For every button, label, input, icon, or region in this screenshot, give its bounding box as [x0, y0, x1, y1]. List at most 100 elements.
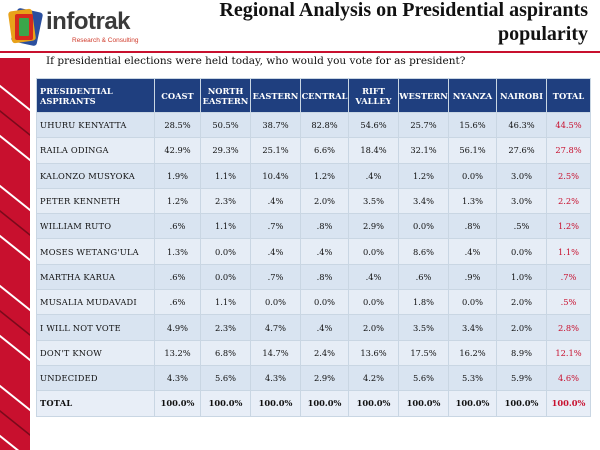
table-row: UNDECIDED 4.3% 5.6% 4.3% 2.9% 4.2% 5.6% 5.3% 5.9…	[36, 364, 591, 392]
table-row: KALONZO MUSYOKA 1.9% 1.1% 10.4% 1.2% .4% 1.2% 0…	[36, 162, 591, 189]
aspirant-name-cell: UNDECIDED	[36, 364, 155, 392]
aspirant-name-cell: MUSALIA MUDAVADI	[36, 289, 155, 316]
table-row: DON'T KNOW 13.2% 6.8% 14.7% 2.4% 13.6% 17.5% 16…	[36, 339, 591, 366]
column-header: CENTRAL	[300, 78, 349, 113]
column-header: NYANZA	[448, 78, 497, 113]
logo-mark-icon	[8, 8, 43, 46]
total-cell: .7%	[546, 263, 591, 291]
aspirant-name-cell: MOSES WETANG'ULA	[36, 238, 155, 265]
region-value-cell: 100.0%	[496, 390, 547, 417]
region-value-cell: 38.7%	[250, 111, 301, 139]
region-value-cell: 2.0%	[496, 314, 547, 341]
total-cell: 4.6%	[546, 364, 591, 392]
region-value-cell: 0.0%	[398, 213, 449, 240]
region-value-cell: 5.9%	[496, 364, 547, 392]
region-value-cell: 100.0%	[398, 390, 449, 417]
region-value-cell: .4%	[300, 238, 349, 265]
region-value-cell: 17.5%	[398, 339, 449, 366]
column-header: WESTERN	[398, 78, 449, 113]
region-value-cell: 2.0%	[496, 289, 547, 316]
region-value-cell: 4.2%	[348, 364, 399, 392]
region-value-cell: 54.6%	[348, 111, 399, 139]
region-value-cell: 0.0%	[250, 289, 301, 316]
table-row: PETER KENNETH 1.2% 2.3% .4% 2.0% 3.5% 3.4% 1.3%…	[36, 187, 591, 215]
region-value-cell: 3.0%	[496, 187, 547, 215]
region-value-cell: .8%	[300, 263, 349, 291]
region-value-cell: 100.0%	[250, 390, 301, 417]
region-value-cell: 8.6%	[398, 238, 449, 265]
region-value-cell: 2.9%	[348, 213, 399, 240]
aspirant-name-cell: TOTAL	[36, 390, 155, 417]
region-value-cell: 14.7%	[250, 339, 301, 366]
region-value-cell: 1.8%	[398, 289, 449, 316]
region-value-cell: 56.1%	[448, 137, 497, 164]
region-value-cell: 1.1%	[200, 289, 251, 316]
region-value-cell: 0.0%	[200, 263, 251, 291]
region-value-cell: 0.0%	[348, 238, 399, 265]
region-value-cell: .6%	[154, 289, 201, 316]
table-row: MUSALIA MUDAVADI .6% 1.1% 0.0% 0.0% 0.0% 1.8% 0…	[36, 289, 591, 316]
region-value-cell: .4%	[348, 263, 399, 291]
region-value-cell: 50.5%	[200, 111, 251, 139]
region-value-cell: 3.0%	[496, 162, 547, 189]
region-value-cell: 4.7%	[250, 314, 301, 341]
aspirant-name-cell: I WILL NOT VOTE	[36, 314, 155, 341]
total-cell: 2.2%	[546, 187, 591, 215]
region-value-cell: 1.3%	[448, 187, 497, 215]
region-value-cell: .7%	[250, 213, 301, 240]
header-divider	[0, 51, 600, 53]
region-value-cell: 0.0%	[348, 289, 399, 316]
region-value-cell: 2.0%	[348, 314, 399, 341]
region-value-cell: .7%	[250, 263, 301, 291]
total-cell: .5%	[546, 289, 591, 316]
region-value-cell: 3.5%	[348, 187, 399, 215]
region-value-cell: 2.0%	[300, 187, 349, 215]
region-value-cell: .4%	[300, 314, 349, 341]
table-row: WILLIAM RUTO .6% 1.1% .7% .8% 2.9% 0.0% .8% .5% 1…	[36, 213, 591, 240]
region-value-cell: 46.3%	[496, 111, 547, 139]
region-value-cell: 5.3%	[448, 364, 497, 392]
region-value-cell: 100.0%	[300, 390, 349, 417]
column-header: COAST	[154, 78, 201, 113]
region-value-cell: 6.8%	[200, 339, 251, 366]
region-value-cell: 18.4%	[348, 137, 399, 164]
aspirant-name-cell: RAILA ODINGA	[36, 137, 155, 164]
decorative-sidebar	[0, 58, 30, 450]
region-value-cell: 0.0%	[200, 238, 251, 265]
survey-question: If presidential elections were held toda…	[46, 55, 466, 67]
aspirant-name-cell: KALONZO MUSYOKA	[36, 162, 155, 189]
region-value-cell: 4.3%	[250, 364, 301, 392]
region-value-cell: 8.9%	[496, 339, 547, 366]
region-value-cell: 2.9%	[300, 364, 349, 392]
region-value-cell: 82.8%	[300, 111, 349, 139]
region-value-cell: 100.0%	[154, 390, 201, 417]
table-header-row: PRESIDENTIAL ASPIRANTS COAST NORTH EASTE…	[36, 78, 591, 113]
table-total-row: TOTAL 100.0% 100.0% 100.0% 100.0% 100.0% 100.0…	[36, 390, 591, 417]
region-value-cell: 0.0%	[300, 289, 349, 316]
results-table: PRESIDENTIAL ASPIRANTS COAST NORTH EASTE…	[36, 78, 591, 417]
aspirant-name-cell: MARTHA KARUA	[36, 263, 155, 291]
region-value-cell: 28.5%	[154, 111, 201, 139]
total-cell: 2.5%	[546, 162, 591, 189]
region-value-cell: 5.6%	[200, 364, 251, 392]
page-title: Regional Analysis on Presidential aspira…	[219, 0, 588, 45]
region-value-cell: 2.3%	[200, 314, 251, 341]
table-row: MARTHA KARUA .6% 0.0% .7% .8% .4% .6% .9% 1.0% .7…	[36, 263, 591, 291]
region-value-cell: 2.3%	[200, 187, 251, 215]
region-value-cell: 4.3%	[154, 364, 201, 392]
region-value-cell: 25.1%	[250, 137, 301, 164]
region-value-cell: 10.4%	[250, 162, 301, 189]
aspirant-name-cell: DON'T KNOW	[36, 339, 155, 366]
region-value-cell: .9%	[448, 263, 497, 291]
region-value-cell: 1.3%	[154, 238, 201, 265]
region-value-cell: 1.2%	[300, 162, 349, 189]
region-value-cell: .6%	[154, 213, 201, 240]
region-value-cell: 100.0%	[200, 390, 251, 417]
region-value-cell: 100.0%	[448, 390, 497, 417]
region-value-cell: 1.0%	[496, 263, 547, 291]
region-value-cell: 16.2%	[448, 339, 497, 366]
region-value-cell: 6.6%	[300, 137, 349, 164]
aspirant-name-cell: UHURU KENYATTA	[36, 111, 155, 139]
column-header: NAIROBI	[496, 78, 547, 113]
infotrak-logo: infotrak Research & Consulting	[6, 4, 146, 50]
